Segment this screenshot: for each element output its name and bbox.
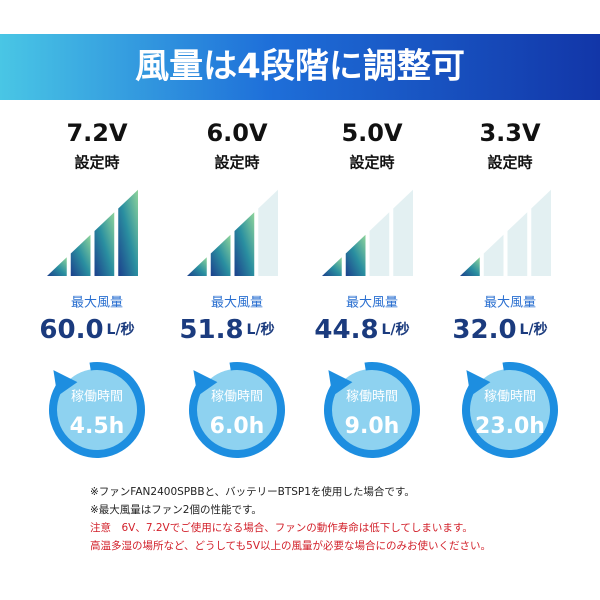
arrow-head xyxy=(466,370,491,397)
runtime-arrow xyxy=(324,362,420,458)
runtime-arrow xyxy=(189,362,285,458)
signal-bar xyxy=(393,189,413,276)
signal-bar xyxy=(483,234,504,276)
runtime-arrow xyxy=(49,362,145,458)
runtime: 4.5h xyxy=(70,414,125,439)
signal-bar xyxy=(187,257,207,276)
voltage: 5.0V xyxy=(341,119,403,147)
arrow-head xyxy=(193,370,218,397)
airflow-value: 32.0 xyxy=(452,315,516,345)
voltage: 6.0V xyxy=(206,119,268,147)
signal-bar xyxy=(322,257,342,276)
signal-bar xyxy=(507,212,528,276)
runtime-circle xyxy=(56,369,138,451)
airflow-unit: L/秒 xyxy=(247,321,275,338)
airflow: 60.0 L/秒 xyxy=(39,315,134,345)
signal-bar xyxy=(369,212,390,276)
airflow-unit: L/秒 xyxy=(107,321,135,338)
airflow-unit: L/秒 xyxy=(382,321,410,338)
signal-bar xyxy=(258,189,278,276)
signal-bar xyxy=(118,189,138,276)
voltage: 3.3V xyxy=(479,119,541,147)
signal-bar xyxy=(47,257,67,276)
airflow-value: 44.8 xyxy=(314,315,378,345)
runtime: 23.0h xyxy=(475,414,545,439)
runtime-label: 稼働時間 xyxy=(211,390,263,405)
signal-bar xyxy=(210,234,231,276)
runtime-label: 稼働時間 xyxy=(484,390,536,405)
airflow: 51.8 L/秒 xyxy=(179,315,274,345)
signal-bar xyxy=(345,234,366,276)
airflow: 32.0 L/秒 xyxy=(452,315,547,345)
airflow-label: 最大風量 xyxy=(346,296,398,311)
header-banner xyxy=(0,34,600,100)
title: 風量は4段階に調整可 xyxy=(135,47,465,87)
signal-bar xyxy=(234,212,255,276)
runtime-circle xyxy=(331,369,413,451)
signal-bar xyxy=(94,212,115,276)
arrow-head xyxy=(53,370,78,397)
setting-label: 設定時 xyxy=(349,154,394,172)
setting-label: 設定時 xyxy=(74,154,119,172)
runtime-label: 稼働時間 xyxy=(71,390,123,405)
runtime: 9.0h xyxy=(345,414,400,439)
setting-label: 設定時 xyxy=(487,154,532,172)
note: ※最大風量はファン2個の性能です。 xyxy=(90,503,262,516)
runtime-arrow xyxy=(462,362,558,458)
runtime-circle xyxy=(196,369,278,451)
airflow: 44.8 L/秒 xyxy=(314,315,409,345)
runtime: 6.0h xyxy=(210,414,265,439)
airflow-label: 最大風量 xyxy=(71,296,123,311)
airflow-label: 最大風量 xyxy=(211,296,263,311)
voltage: 7.2V xyxy=(66,119,128,147)
signal-bar xyxy=(70,234,91,276)
airflow-label: 最大風量 xyxy=(484,296,536,311)
note: 注意 6V、7.2Vでご使用になる場合、ファンの動作寿命は低下してしまいます。 xyxy=(90,521,473,534)
airflow-value: 51.8 xyxy=(179,315,243,345)
runtime-label: 稼働時間 xyxy=(346,390,398,405)
setting-label: 設定時 xyxy=(214,154,259,172)
note: ※ファンFAN2400SPBBと、バッテリーBTSP1を使用した場合です。 xyxy=(90,485,415,498)
note: 高温多湿の場所など、どうしても5V以上の風量が必要な場合にのみお使いください。 xyxy=(90,539,491,552)
airflow-value: 60.0 xyxy=(39,315,103,345)
arrow-head xyxy=(328,370,353,397)
signal-bar xyxy=(460,257,480,276)
airflow-unit: L/秒 xyxy=(520,321,548,338)
runtime-circle xyxy=(469,369,551,451)
signal-bar xyxy=(531,189,551,276)
